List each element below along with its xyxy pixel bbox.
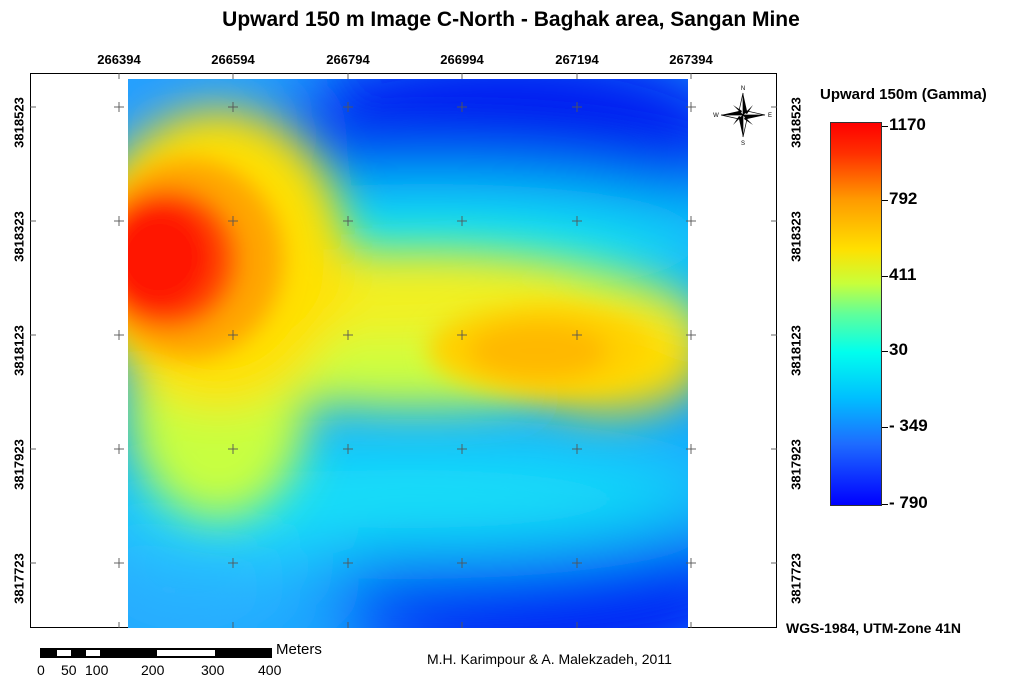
scale-segment [157,650,215,656]
legend-tick [882,427,888,428]
scale-label: 50 [61,662,77,678]
legend-value: 30 [889,340,908,359]
east-label: E [768,113,772,119]
x-tick-label: 267394 [669,52,713,67]
y-tick-label-right: 3817723 [788,553,804,604]
legend-tick [882,126,888,127]
legend-tick [882,200,888,201]
legend-value: 792 [889,189,918,208]
y-tick-label-right: 3817923 [788,439,804,490]
magnetic-anomaly-image [128,79,688,628]
scale-label: 400 [258,662,282,678]
compass-rose-icon: N S E W [713,86,772,146]
scale-segment [57,650,71,656]
author-credit: M.H. Karimpour & A. Malekzadeh, 2011 [427,651,672,667]
x-tick-label: 266794 [326,52,370,67]
y-tick-label-left: 3817723 [11,553,27,604]
y-tick-label-right: 3818523 [788,97,804,148]
scale-unit-label: Meters [276,641,322,658]
legend-value: 411 [889,265,917,284]
coordinate-system-label: WGS-1984, UTM-Zone 41N [786,620,962,636]
north-label: N [741,86,745,92]
y-tick-label-left: 3818523 [11,97,27,148]
legend-value: - 790 [889,493,928,512]
scale-label: 100 [85,662,109,678]
scale-label: 0 [37,662,45,678]
south-label: S [741,141,745,146]
scale-label: 300 [201,662,225,678]
scale-segment [86,650,100,656]
x-tick-label: 266994 [440,52,484,67]
legend-value: - 349 [889,416,928,435]
x-tick-label: 266394 [97,52,141,67]
scale-bar [40,648,272,658]
legend-tick [882,276,888,277]
y-tick-label-right: 3818323 [788,211,804,262]
legend-value: 1170 [889,115,926,134]
legend-title: Upward 150m (Gamma) [820,86,987,103]
legend-color-ramp [830,122,882,506]
y-tick-label-left: 3818323 [11,211,27,262]
west-label: W [713,113,719,119]
legend-tick [882,351,888,352]
scale-label: 200 [141,662,165,678]
y-tick-label-left: 3818123 [11,325,27,376]
y-tick-label-right: 3818123 [788,325,804,376]
x-tick-label: 266594 [211,52,255,67]
legend-tick [882,504,888,505]
map-title: Upward 150 m Image C-North - Baghak area… [222,8,800,31]
x-tick-label: 267194 [555,52,599,67]
y-tick-label-left: 3817923 [11,439,27,490]
